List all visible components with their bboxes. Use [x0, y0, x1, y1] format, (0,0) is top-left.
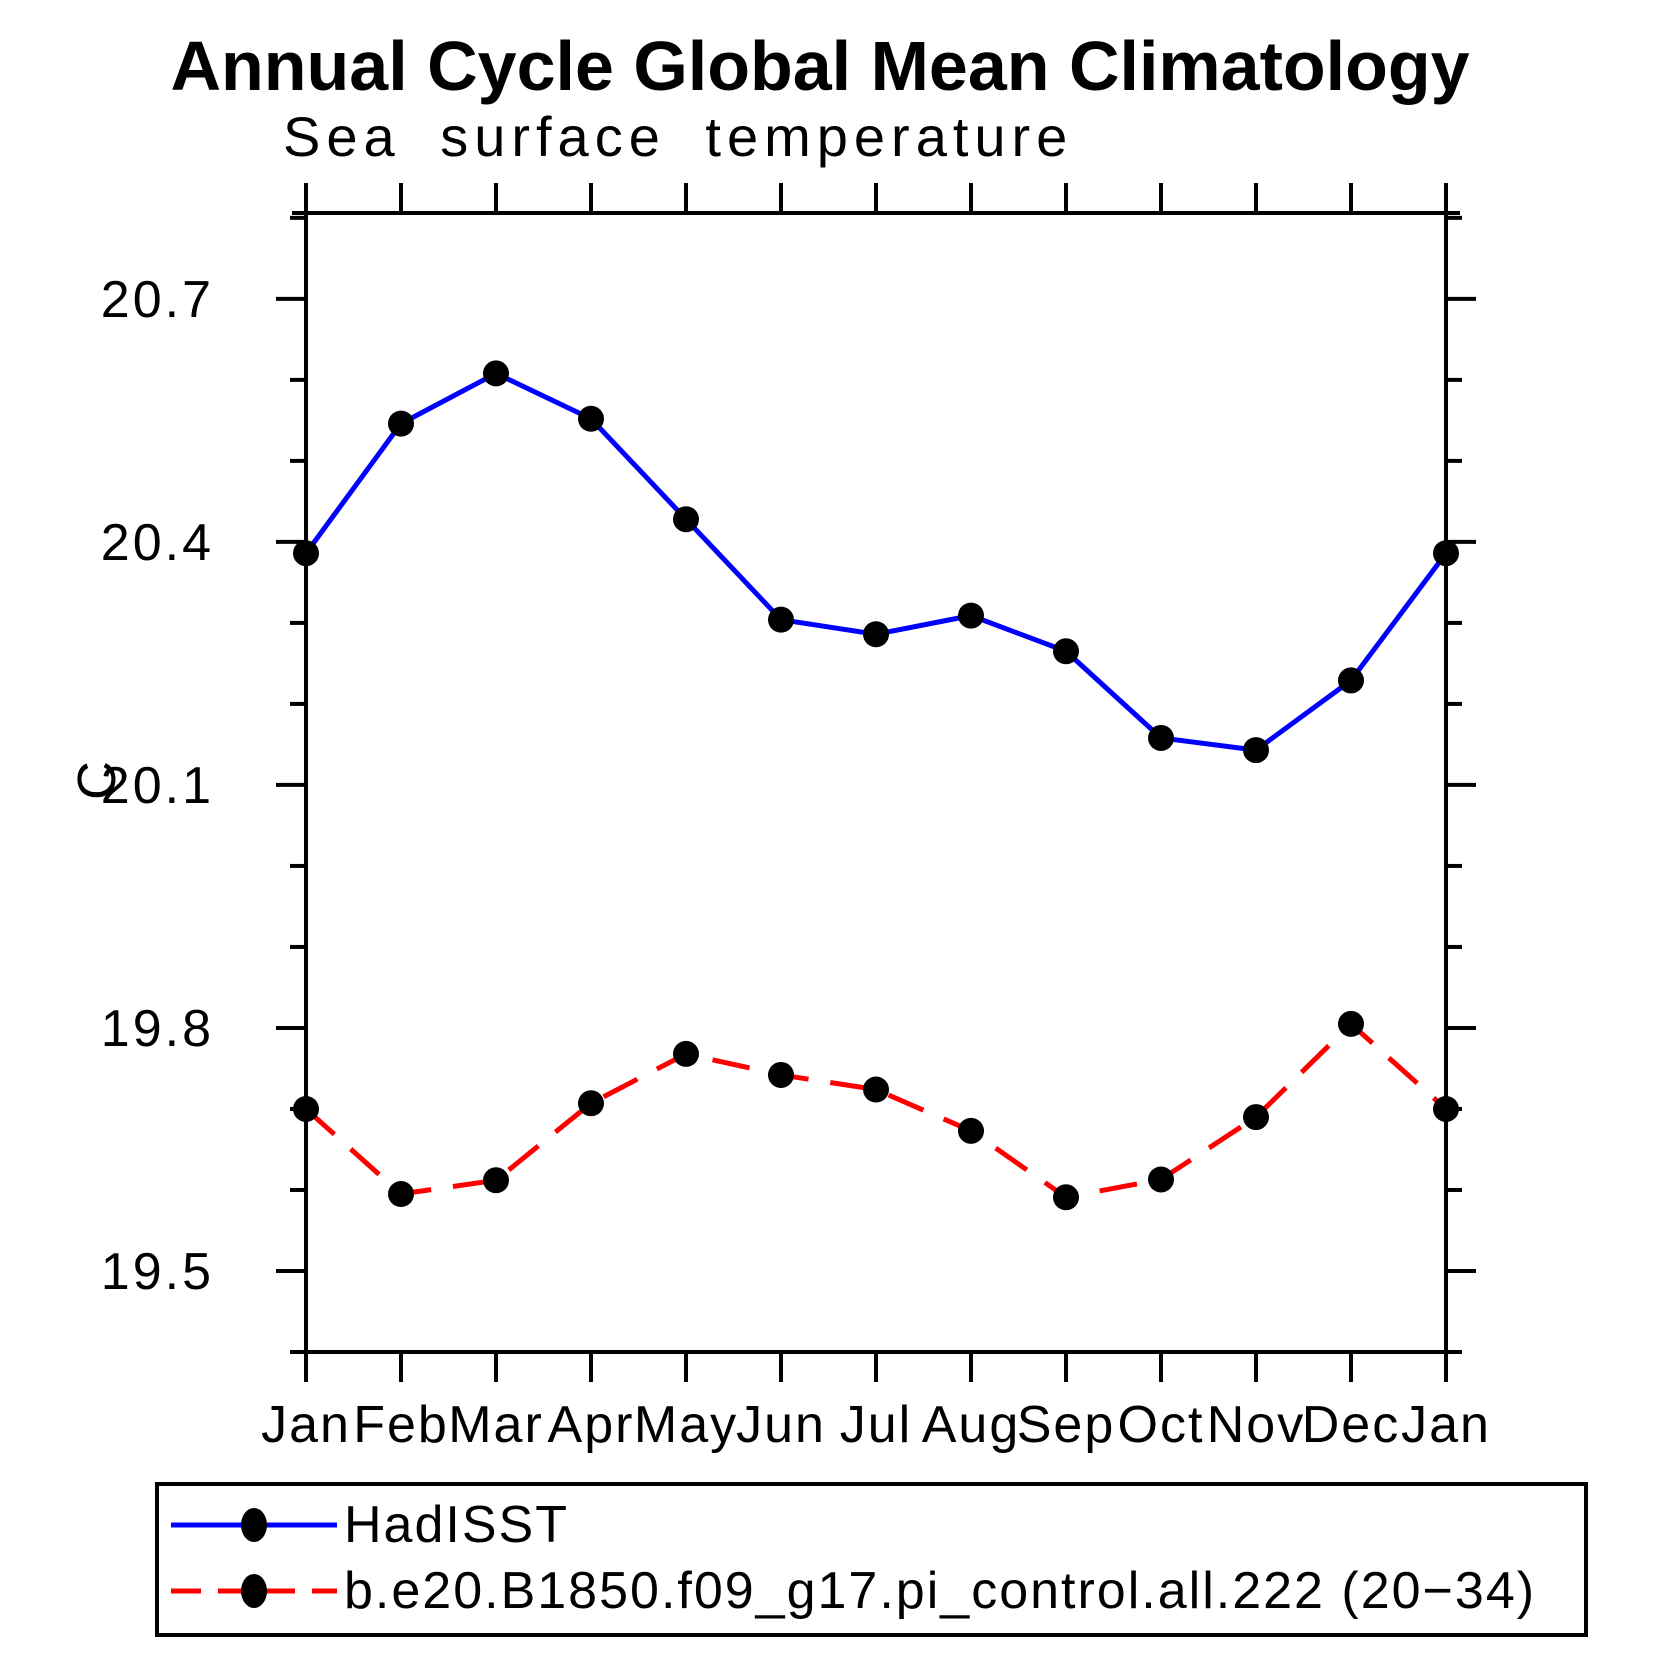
model-marker [483, 1167, 509, 1194]
hadisst-marker [1148, 724, 1174, 751]
chart-subtitle: Sea surface temperature [283, 105, 1074, 168]
hadisst-marker [388, 410, 414, 437]
x-month-label: Jul [840, 1396, 912, 1454]
legend-row-model: b.e20.B1850.f09_g17.pi_control.all.222 (… [169, 1560, 1536, 1622]
legend-line-sample-dashed [171, 1574, 337, 1608]
hadisst-marker [1053, 638, 1079, 665]
y-tick-label: 19.5 [101, 1243, 214, 1301]
model-marker [1243, 1104, 1269, 1131]
model-marker [1053, 1184, 1079, 1211]
hadisst-marker [578, 405, 604, 432]
hadisst-marker [958, 602, 984, 629]
x-month-label: Jan [261, 1396, 351, 1454]
y-tick-label: 20.1 [101, 757, 214, 815]
y-tick-label: 20.7 [101, 271, 214, 329]
hadisst-marker [483, 360, 509, 387]
x-month-label: Dec [1302, 1396, 1400, 1454]
hadisst-marker [863, 621, 889, 648]
model-marker [863, 1076, 889, 1103]
model-marker [673, 1040, 699, 1067]
legend-label-hadisst: HadISST [344, 1496, 569, 1554]
model-line [304, 1021, 1448, 1200]
x-month-label: May [634, 1396, 738, 1454]
x-month-label: Jun [736, 1396, 826, 1454]
legend-row-hadisst: HadISST [169, 1494, 569, 1556]
chart-title: Annual Cycle Global Mean Climatology [170, 27, 1470, 105]
y-tick-label: 20.4 [101, 514, 214, 572]
x-month-label: Oct [1118, 1396, 1205, 1454]
y-tick-label: 19.8 [101, 1000, 214, 1058]
model-marker [768, 1061, 794, 1088]
model-marker [1148, 1166, 1174, 1193]
model-marker [1433, 1095, 1459, 1122]
model-marker [1338, 1010, 1364, 1037]
model-marker [293, 1095, 319, 1122]
x-month-label: Feb [353, 1396, 449, 1454]
x-month-label: Jan [1401, 1396, 1491, 1454]
y-axis-label: C [67, 758, 127, 800]
model-marker [388, 1181, 414, 1208]
legend-marker-icon [241, 1508, 267, 1542]
model-marker [578, 1090, 604, 1117]
hadisst-line [303, 370, 1449, 753]
legend-line-sample-solid [171, 1508, 337, 1542]
hadisst-marker [1243, 737, 1269, 764]
legend-label-model: b.e20.B1850.f09_g17.pi_control.all.222 (… [344, 1562, 1537, 1620]
legend-marker-icon [241, 1574, 267, 1608]
legend-box: HadISST b.e20.B1850.f09_g17.pi_control.a… [155, 1482, 1588, 1637]
x-month-label: Nov [1207, 1396, 1305, 1454]
hadisst-marker [1338, 667, 1364, 694]
hadisst-marker [1433, 540, 1459, 567]
x-month-label: Sep [1017, 1396, 1116, 1454]
x-month-label: Aug [922, 1396, 1021, 1454]
x-month-label: Mar [448, 1396, 544, 1454]
x-month-label: Apr [548, 1396, 635, 1454]
hadisst-marker [293, 540, 319, 567]
model-marker [958, 1117, 984, 1144]
hadisst-marker [768, 606, 794, 633]
hadisst-marker [673, 506, 699, 533]
